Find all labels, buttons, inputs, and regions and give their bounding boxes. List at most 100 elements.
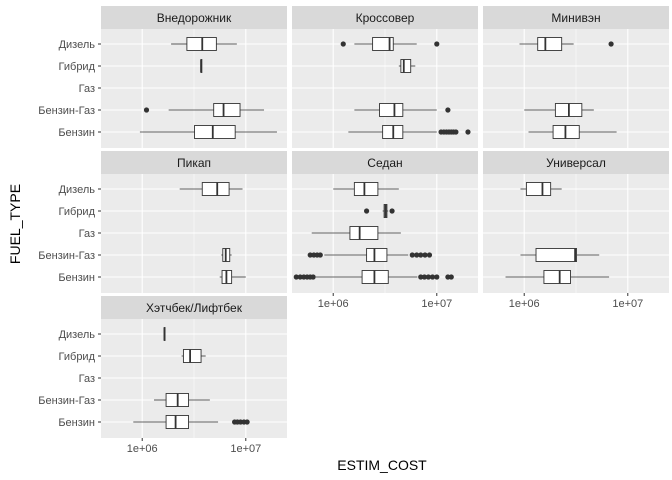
box-iqr <box>201 182 230 196</box>
box-iqr <box>543 270 571 284</box>
y-tick-label: Дизель <box>59 184 96 196</box>
outlier-point <box>448 274 454 280</box>
outlier-point <box>389 208 395 214</box>
box <box>181 349 206 363</box>
facet-panel: Кроссовер <box>292 6 478 148</box>
box <box>398 59 416 73</box>
box <box>139 125 277 139</box>
box-iqr <box>535 248 577 262</box>
x-tick-label: 1e+07 <box>230 443 261 455</box>
box <box>528 125 617 139</box>
y-tick-label: Гибрид <box>59 61 96 73</box>
outlier-point <box>310 274 316 280</box>
box <box>520 248 600 262</box>
facet-strip <box>101 151 287 174</box>
facet-label: Универсал <box>546 156 606 170</box>
outlier-point <box>317 252 323 258</box>
y-tick-label: Гибрид <box>59 206 96 218</box>
outlier-point <box>363 208 370 214</box>
outlier-point <box>409 252 415 258</box>
box <box>219 270 246 284</box>
x-tick-label: 1e+07 <box>612 298 643 310</box>
facet-panel: Хэтчбек/Лифтбек Дизель Гибрид Газ Бензин-Газ… <box>38 296 287 455</box>
y-tick-label: Бензин-Газ <box>38 395 95 407</box>
box-iqr <box>400 59 412 73</box>
facet-label: Кроссовер <box>356 11 415 25</box>
outlier-point <box>465 129 471 135</box>
x-tick-label: 1e+07 <box>421 298 452 310</box>
facet-panel: Пикап Дизель Гибрид Газ Бензин-Газ Бензин <box>38 151 287 293</box>
y-tick-label: Газ <box>79 228 95 240</box>
box <box>293 270 454 284</box>
facet-panel: Универсал 1e+06 1e+07 <box>483 151 669 310</box>
box <box>179 182 243 196</box>
y-tick-label: Газ <box>79 83 95 95</box>
facet-strip <box>483 151 669 174</box>
outlier-point <box>307 252 313 258</box>
y-tick-label: Дизель <box>59 329 96 341</box>
box <box>505 270 610 284</box>
box-iqr <box>366 248 388 262</box>
box <box>143 103 265 117</box>
facet-strip <box>101 6 287 29</box>
outlier-point <box>426 252 433 258</box>
outlier-point <box>434 41 440 47</box>
box-iqr <box>213 103 241 117</box>
box <box>307 248 433 262</box>
facet-strip <box>292 151 478 174</box>
box-iqr <box>525 182 552 196</box>
y-tick-label: Бензин <box>58 127 95 139</box>
box <box>163 327 166 341</box>
box <box>154 393 210 407</box>
box <box>520 182 562 196</box>
outlier-point <box>421 274 428 280</box>
box <box>363 204 395 218</box>
outlier-point <box>429 274 436 280</box>
box <box>221 248 232 262</box>
facet-label: Хэтчбек/Лифтбек <box>146 301 243 315</box>
outlier-point <box>418 274 424 280</box>
box <box>354 103 451 117</box>
outlier-point <box>143 107 150 113</box>
box-iqr <box>349 226 379 240</box>
facet-panel: Седан 1e+06 1e+07 <box>292 151 478 310</box>
outlier-point <box>244 419 250 425</box>
box-iqr <box>194 125 236 139</box>
outlier-point <box>445 107 451 113</box>
box-iqr <box>353 182 379 196</box>
box-iqr <box>372 37 394 51</box>
outlier-point <box>297 274 303 280</box>
box <box>340 37 440 51</box>
outlier-point <box>434 274 440 280</box>
box-iqr <box>182 349 202 363</box>
x-axis-title: ESTIM_COST <box>337 457 427 473</box>
facet-label: Седан <box>367 156 402 170</box>
y-tick-label: Бензин <box>58 272 95 284</box>
box <box>133 415 250 429</box>
outlier-point <box>414 252 420 258</box>
x-tick-label: 1e+06 <box>127 443 158 455</box>
outlier-point <box>418 252 424 258</box>
y-tick-label: Гибрид <box>59 351 96 363</box>
box <box>519 37 614 51</box>
facet-strip <box>483 6 669 29</box>
outlier-point <box>608 41 614 47</box>
box-iqr <box>379 103 404 117</box>
box <box>524 103 594 117</box>
y-tick-label: Бензин <box>58 417 95 429</box>
y-tick-label: Дизель <box>59 39 96 51</box>
facet-panels: Внедорожник Дизель Гибрид Газ Бензин-Газ Бенз… <box>38 6 669 455</box>
box-iqr <box>537 37 563 51</box>
outlier-point <box>425 274 432 280</box>
facet-strip <box>292 6 478 29</box>
y-tick-label: Газ <box>79 373 95 385</box>
box <box>171 37 237 51</box>
box <box>348 125 471 139</box>
box <box>200 59 203 73</box>
y-tick-label: Бензин-Газ <box>38 105 95 117</box>
y-tick-label: Бензин-Газ <box>38 250 95 262</box>
x-tick-label: 1e+06 <box>318 298 349 310</box>
outlier-point <box>453 129 459 135</box>
outlier-point <box>340 41 346 47</box>
